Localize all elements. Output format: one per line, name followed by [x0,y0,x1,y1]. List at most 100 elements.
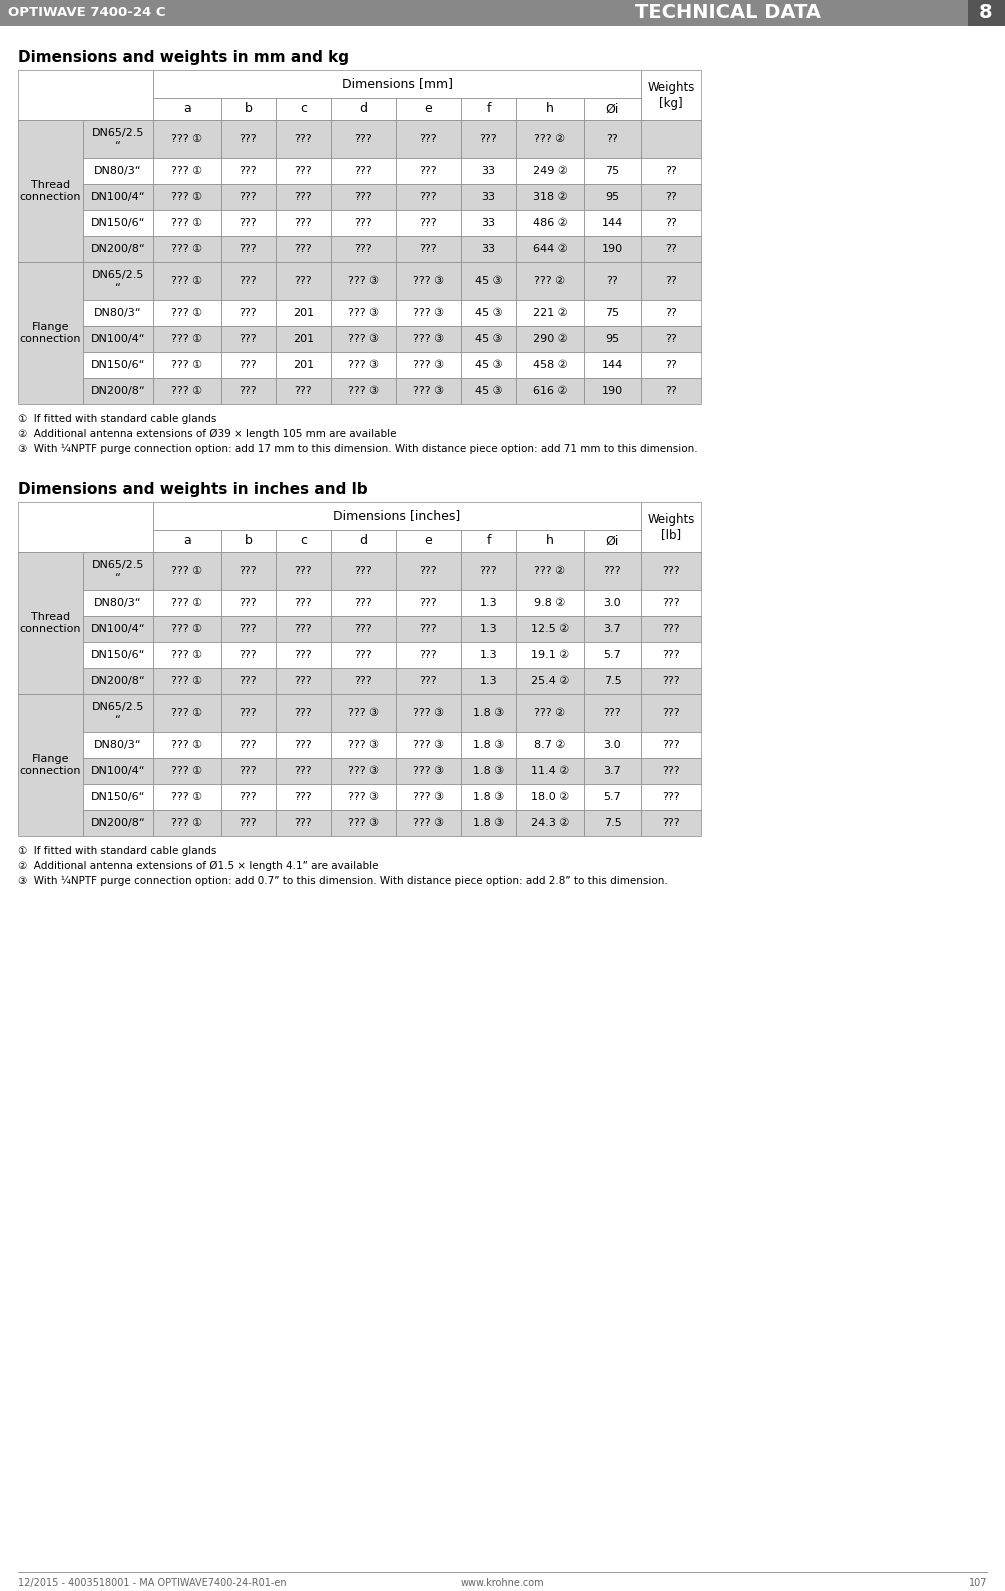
Bar [153,552,221,590]
Text: ???: ??? [239,165,257,177]
Text: 8.7 ②: 8.7 ② [535,740,566,749]
Text: DN200/8“: DN200/8“ [90,818,146,827]
Bar [221,616,276,643]
Text: DN80/3“: DN80/3“ [94,598,142,608]
Bar [276,810,331,835]
Text: DN150/6“: DN150/6“ [90,792,146,802]
Bar [584,616,641,643]
Text: ??: ?? [607,275,618,286]
Bar [276,590,331,616]
Text: 144: 144 [602,360,623,371]
Text: ??? ③: ??? ③ [348,387,379,396]
Text: 33: 33 [481,165,495,177]
Bar [331,732,396,757]
Text: ??? ③: ??? ③ [348,765,379,776]
Text: ???: ??? [662,765,679,776]
Bar [153,732,221,757]
Text: ??? ①: ??? ① [172,765,203,776]
Text: ??? ③: ??? ③ [413,792,444,802]
Text: ??? ③: ??? ③ [413,309,444,318]
Bar [276,784,331,810]
Text: 75: 75 [605,309,619,318]
Bar [641,757,701,784]
Text: ??? ③: ??? ③ [413,275,444,286]
Bar [18,263,83,404]
Bar [516,694,584,732]
Text: ???: ??? [239,598,257,608]
Text: ???: ??? [420,624,437,633]
Bar [396,530,461,552]
Bar [153,643,221,668]
Text: ???: ??? [294,243,313,255]
Text: h: h [546,535,554,547]
Bar [153,99,221,119]
Bar [396,119,461,158]
Bar [641,70,701,119]
Text: ???: ??? [239,765,257,776]
Text: 616 ②: 616 ② [533,387,567,396]
Text: 458 ②: 458 ② [533,360,568,371]
Text: 1.8 ③: 1.8 ③ [473,792,505,802]
Text: 24.3 ②: 24.3 ② [531,818,569,827]
Bar [516,530,584,552]
Bar [516,263,584,301]
Bar [83,210,153,235]
Bar [641,235,701,263]
Bar [641,590,701,616]
Bar [584,158,641,185]
Text: ??? ③: ??? ③ [413,740,444,749]
Text: ??: ?? [665,165,677,177]
Text: c: c [300,535,307,547]
Text: 249 ②: 249 ② [533,165,568,177]
Text: ???: ??? [294,708,313,718]
Text: ??? ①: ??? ① [172,624,203,633]
Text: DN80/3“: DN80/3“ [94,309,142,318]
Bar [641,552,701,590]
Bar [153,119,221,158]
Bar [221,643,276,668]
Text: ??? ①: ??? ① [172,334,203,344]
Text: Dimensions [inches]: Dimensions [inches] [334,509,460,522]
Text: ??? ③: ??? ③ [413,387,444,396]
Bar [968,0,1005,25]
Text: ???: ??? [662,566,679,576]
Text: Dimensions [mm]: Dimensions [mm] [342,78,452,91]
Bar [396,326,461,352]
Bar [276,552,331,590]
Text: DN80/3“: DN80/3“ [94,740,142,749]
Text: ???: ??? [662,598,679,608]
Text: DN80/3“: DN80/3“ [94,165,142,177]
Bar [396,99,461,119]
Bar [461,784,516,810]
Bar [516,643,584,668]
Bar [331,757,396,784]
Bar [516,379,584,404]
Bar [331,643,396,668]
Bar [516,301,584,326]
Bar [83,119,153,158]
Text: c: c [300,102,307,116]
Text: 1.8 ③: 1.8 ③ [473,818,505,827]
Bar [18,119,83,263]
Bar [461,694,516,732]
Bar [584,119,641,158]
Text: ???: ??? [239,193,257,202]
Bar [396,185,461,210]
Bar [641,616,701,643]
Text: ②  Additional antenna extensions of Ø1.5 × length 4.1” are available: ② Additional antenna extensions of Ø1.5 … [18,861,379,872]
Text: 318 ②: 318 ② [533,193,567,202]
Text: Weights
[lb]: Weights [lb] [647,512,694,541]
Text: ??: ?? [665,309,677,318]
Bar [516,185,584,210]
Bar [153,810,221,835]
Bar [584,326,641,352]
Bar [641,263,701,301]
Text: ???: ??? [355,598,372,608]
Bar [396,757,461,784]
Text: ??? ①: ??? ① [172,651,203,660]
Bar [331,158,396,185]
Text: ???: ??? [355,243,372,255]
Bar [461,263,516,301]
Text: ??? ①: ??? ① [172,566,203,576]
Bar [461,210,516,235]
